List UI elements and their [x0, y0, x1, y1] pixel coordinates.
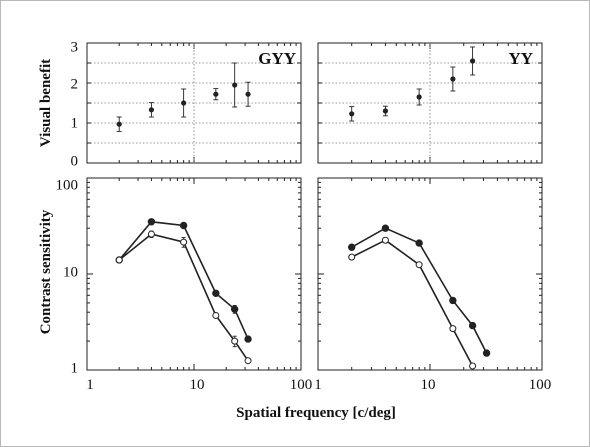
csf-gyy-series-1-point-1: [147, 230, 155, 238]
csf-gyy-series-1-point-5: [244, 357, 252, 365]
benefit-gyy-point-4: [232, 82, 238, 88]
benefit-yy-point-2: [416, 94, 422, 100]
csf-yy-series-0-point-4: [468, 321, 477, 330]
benefit-ytick-2: 2: [71, 76, 79, 92]
benefit-gyy-point-1: [148, 107, 155, 113]
csf-gyy-series-0-point-5: [244, 335, 252, 343]
csf-ytick-100: 100: [56, 177, 79, 193]
csf-yy-series-0-line: [351, 227, 488, 354]
csf-gyy-series-0-point-1: [147, 218, 156, 226]
csf-gyy-series-1-point-3: [212, 311, 220, 319]
csf-yy-series-1-point-2: [415, 261, 423, 269]
csf-yy-series-0-point-2: [415, 239, 423, 247]
csf-ytick-1: 1: [71, 360, 79, 376]
xlabel-spatial-frequency: Spatial frequency [c/deg]: [236, 405, 396, 421]
csf-gyy-series-0-point-3: [212, 289, 220, 297]
benefit-gyy-point-5: [245, 91, 251, 97]
panel-label-yy: YY: [508, 49, 533, 68]
csf-yy-series-1-point-3: [449, 325, 457, 333]
csf-gyy-series-1-line: [118, 233, 249, 362]
csf-yy-series-0-point-3: [449, 296, 457, 305]
xtick-left-10: 10: [190, 377, 205, 393]
marks-layer: [115, 46, 491, 370]
csf-yy-series-1-point-1: [381, 236, 389, 244]
csf-gyy-series-0-point-4: [230, 305, 239, 313]
csf-yy-series-1-point-0: [348, 253, 356, 261]
csf-gyy-series-0-point-2: [179, 221, 188, 230]
csf-yy-series-0-point-1: [381, 224, 390, 232]
csf-yy-series-1-point-4: [469, 362, 477, 370]
benefit-gyy-point-3: [213, 91, 219, 97]
xtick-left-1: 1: [86, 377, 94, 393]
benefit-yy-point-4: [469, 58, 476, 64]
benefit-ytick-1: 1: [71, 115, 79, 131]
csf-gyy-series-1-point-0: [115, 256, 123, 264]
xtick-left-100: 100: [290, 377, 313, 393]
benefit-ytick-3: 3: [71, 39, 79, 55]
xtick-right-10: 10: [421, 377, 436, 393]
benefit-yy-point-0: [349, 111, 355, 117]
csf-yy-series-0-point-0: [348, 243, 356, 251]
benefit-gyy-point-2: [181, 100, 187, 106]
benefit-gyy-point-0: [116, 121, 122, 127]
ylabel-contrast-sensitivity: Contrast sensitivity: [38, 209, 54, 334]
xtick-right-1: 1: [314, 377, 322, 393]
ylabel-visual-benefit: Visual benefit: [38, 59, 54, 147]
csf-gyy-series-1-point-4: [231, 337, 239, 345]
csf-gyy-series-1-point-2: [180, 238, 188, 246]
xtick-right-100: 100: [529, 377, 552, 393]
panel-label-gyy: GYY: [258, 49, 296, 68]
csf-ytick-10: 10: [63, 264, 78, 280]
csf-yy-series-0-point-5: [482, 349, 491, 357]
grid-layer: [86, 43, 543, 371]
benefit-yy-point-1: [382, 108, 389, 114]
csf-gyy-series-0-line: [118, 220, 249, 340]
benefit-ytick-0: 0: [71, 153, 79, 169]
benefit-yy-point-3: [450, 76, 456, 82]
